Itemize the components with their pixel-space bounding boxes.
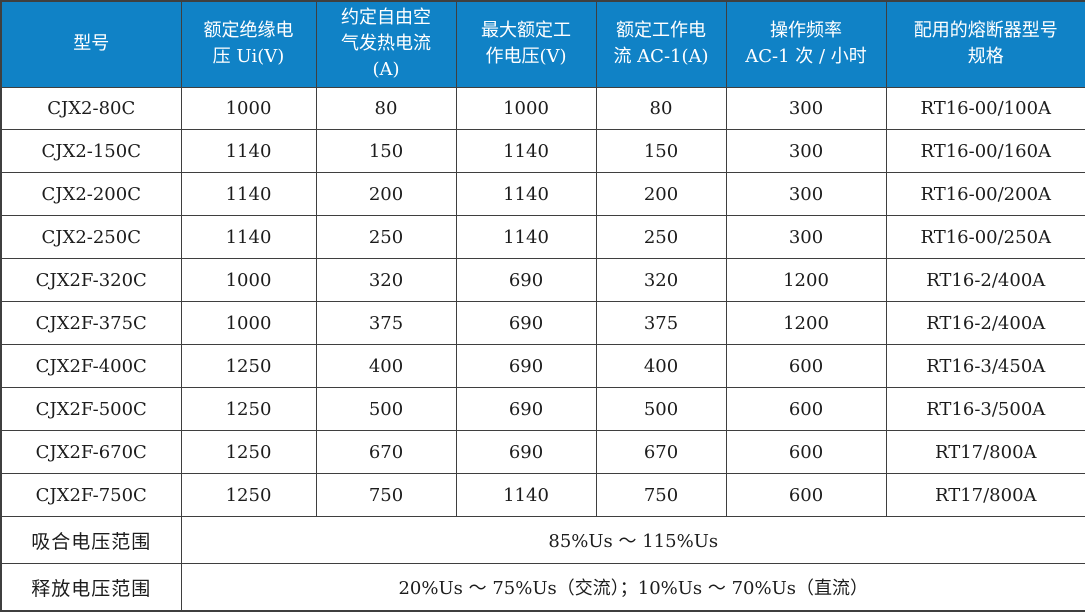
value-cell: RT17/800A (885, 430, 1085, 475)
value-cell: 1140 (455, 172, 597, 217)
model-cell: CJX2F-375C (0, 301, 182, 346)
value-cell: 1140 (455, 215, 597, 260)
value-cell: 1250 (180, 344, 317, 389)
value-cell: 1140 (180, 172, 317, 217)
column-header: 额定绝缘电 压 Ui(V) (180, 0, 317, 88)
value-cell: 1140 (180, 129, 317, 174)
value-cell: 1140 (180, 215, 317, 260)
value-cell: 670 (595, 430, 727, 475)
pickup-voltage-value: 85%Us ～ 115%Us (180, 516, 1085, 565)
footer-row-pickup-voltage: 吸合电压范围 85%Us ～ 115%Us (0, 516, 1085, 565)
value-cell: 500 (315, 387, 457, 432)
value-cell: 300 (725, 215, 887, 260)
value-cell: 80 (595, 86, 727, 131)
model-cell: CJX2F-670C (0, 430, 182, 475)
value-cell: 1250 (180, 387, 317, 432)
table-row: CJX2-80C 1000 80 1000 80 300 RT16-00/100A (0, 86, 1085, 131)
value-cell: 1250 (180, 473, 317, 518)
column-header: 额定工作电 流 AC-1(A) (595, 0, 727, 88)
value-cell: 600 (725, 473, 887, 518)
value-cell: 320 (315, 258, 457, 303)
value-cell: 150 (315, 129, 457, 174)
value-cell: RT16-00/250A (885, 215, 1085, 260)
model-cell: CJX2-250C (0, 215, 182, 260)
table-footer: 吸合电压范围 85%Us ～ 115%Us 释放电压范围 20%Us ～ 75%… (0, 516, 1085, 612)
value-cell: 750 (595, 473, 727, 518)
value-cell: 750 (315, 473, 457, 518)
value-cell: RT17/800A (885, 473, 1085, 518)
model-cell: CJX2-200C (0, 172, 182, 217)
value-cell: RT16-3/500A (885, 387, 1085, 432)
value-cell: RT16-00/100A (885, 86, 1085, 131)
value-cell: 150 (595, 129, 727, 174)
value-cell: 690 (455, 258, 597, 303)
column-header: 约定自由空 气发热电流 (A) (315, 0, 457, 88)
value-cell: 250 (315, 215, 457, 260)
pickup-voltage-label: 吸合电压范围 (0, 516, 182, 565)
value-cell: 375 (595, 301, 727, 346)
value-cell: 250 (595, 215, 727, 260)
value-cell: 500 (595, 387, 727, 432)
value-cell: 1000 (180, 258, 317, 303)
column-header: 最大额定工 作电压(V) (455, 0, 597, 88)
value-cell: RT16-2/400A (885, 258, 1085, 303)
table-row: CJX2F-375C 1000 375 690 375 1200 RT16-2/400A (0, 301, 1085, 346)
value-cell: 1000 (455, 86, 597, 131)
value-cell: 300 (725, 172, 887, 217)
value-cell: 600 (725, 344, 887, 389)
model-cell: CJX2F-750C (0, 473, 182, 518)
table-row: CJX2F-400C 1250 400 690 400 600 RT16-3/450A (0, 344, 1085, 389)
header-row: 型号 额定绝缘电 压 Ui(V) 约定自由空 气发热电流 (A) 最大额定工 作电压(… (0, 0, 1085, 88)
value-cell: 690 (455, 344, 597, 389)
value-cell: 1140 (455, 129, 597, 174)
value-cell: 300 (725, 86, 887, 131)
column-header: 配用的熔断器型号 规格 (885, 0, 1085, 88)
value-cell: 400 (595, 344, 727, 389)
value-cell: 1000 (180, 301, 317, 346)
value-cell: 670 (315, 430, 457, 475)
value-cell: 600 (725, 387, 887, 432)
table-row: CJX2F-320C 1000 320 690 320 1200 RT16-2/400A (0, 258, 1085, 303)
value-cell: 1250 (180, 430, 317, 475)
table-header: 型号 额定绝缘电 压 Ui(V) 约定自由空 气发热电流 (A) 最大额定工 作电压(… (0, 0, 1085, 88)
table-row: CJX2F-670C 1250 670 690 670 600 RT17/800A (0, 430, 1085, 475)
value-cell: 200 (315, 172, 457, 217)
release-voltage-value: 20%Us ～ 75%Us（交流）；10%Us ～ 70%Us（直流） (180, 563, 1085, 612)
value-cell: 690 (455, 301, 597, 346)
table-row: CJX2-250C 1140 250 1140 250 300 RT16-00/250A (0, 215, 1085, 260)
table-row: CJX2F-500C 1250 500 690 500 600 RT16-3/500A (0, 387, 1085, 432)
model-cell: CJX2F-500C (0, 387, 182, 432)
value-cell: RT16-00/160A (885, 129, 1085, 174)
value-cell: 400 (315, 344, 457, 389)
value-cell: RT16-2/400A (885, 301, 1085, 346)
value-cell: 690 (455, 430, 597, 475)
model-cell: CJX2-80C (0, 86, 182, 131)
table-row: CJX2-200C 1140 200 1140 200 300 RT16-00/200A (0, 172, 1085, 217)
value-cell: RT16-00/200A (885, 172, 1085, 217)
column-header: 操作频率 AC-1 次 / 小时 (725, 0, 887, 88)
table-row: CJX2-150C 1140 150 1140 150 300 RT16-00/160A (0, 129, 1085, 174)
value-cell: RT16-3/450A (885, 344, 1085, 389)
model-cell: CJX2F-320C (0, 258, 182, 303)
table-row: CJX2F-750C 1250 750 1140 750 600 RT17/800A (0, 473, 1085, 518)
value-cell: 375 (315, 301, 457, 346)
value-cell: 690 (455, 387, 597, 432)
value-cell: 1000 (180, 86, 317, 131)
release-voltage-label: 释放电压范围 (0, 563, 182, 612)
model-cell: CJX2-150C (0, 129, 182, 174)
value-cell: 300 (725, 129, 887, 174)
value-cell: 1200 (725, 301, 887, 346)
value-cell: 600 (725, 430, 887, 475)
column-header: 型号 (0, 0, 182, 88)
value-cell: 1140 (455, 473, 597, 518)
value-cell: 320 (595, 258, 727, 303)
value-cell: 80 (315, 86, 457, 131)
value-cell: 200 (595, 172, 727, 217)
value-cell: 1200 (725, 258, 887, 303)
table-body: CJX2-80C 1000 80 1000 80 300 RT16-00/100A CJX2-… (0, 86, 1085, 518)
model-cell: CJX2F-400C (0, 344, 182, 389)
footer-row-release-voltage: 释放电压范围 20%Us ～ 75%Us（交流）；10%Us ～ 70%Us（直… (0, 563, 1085, 612)
